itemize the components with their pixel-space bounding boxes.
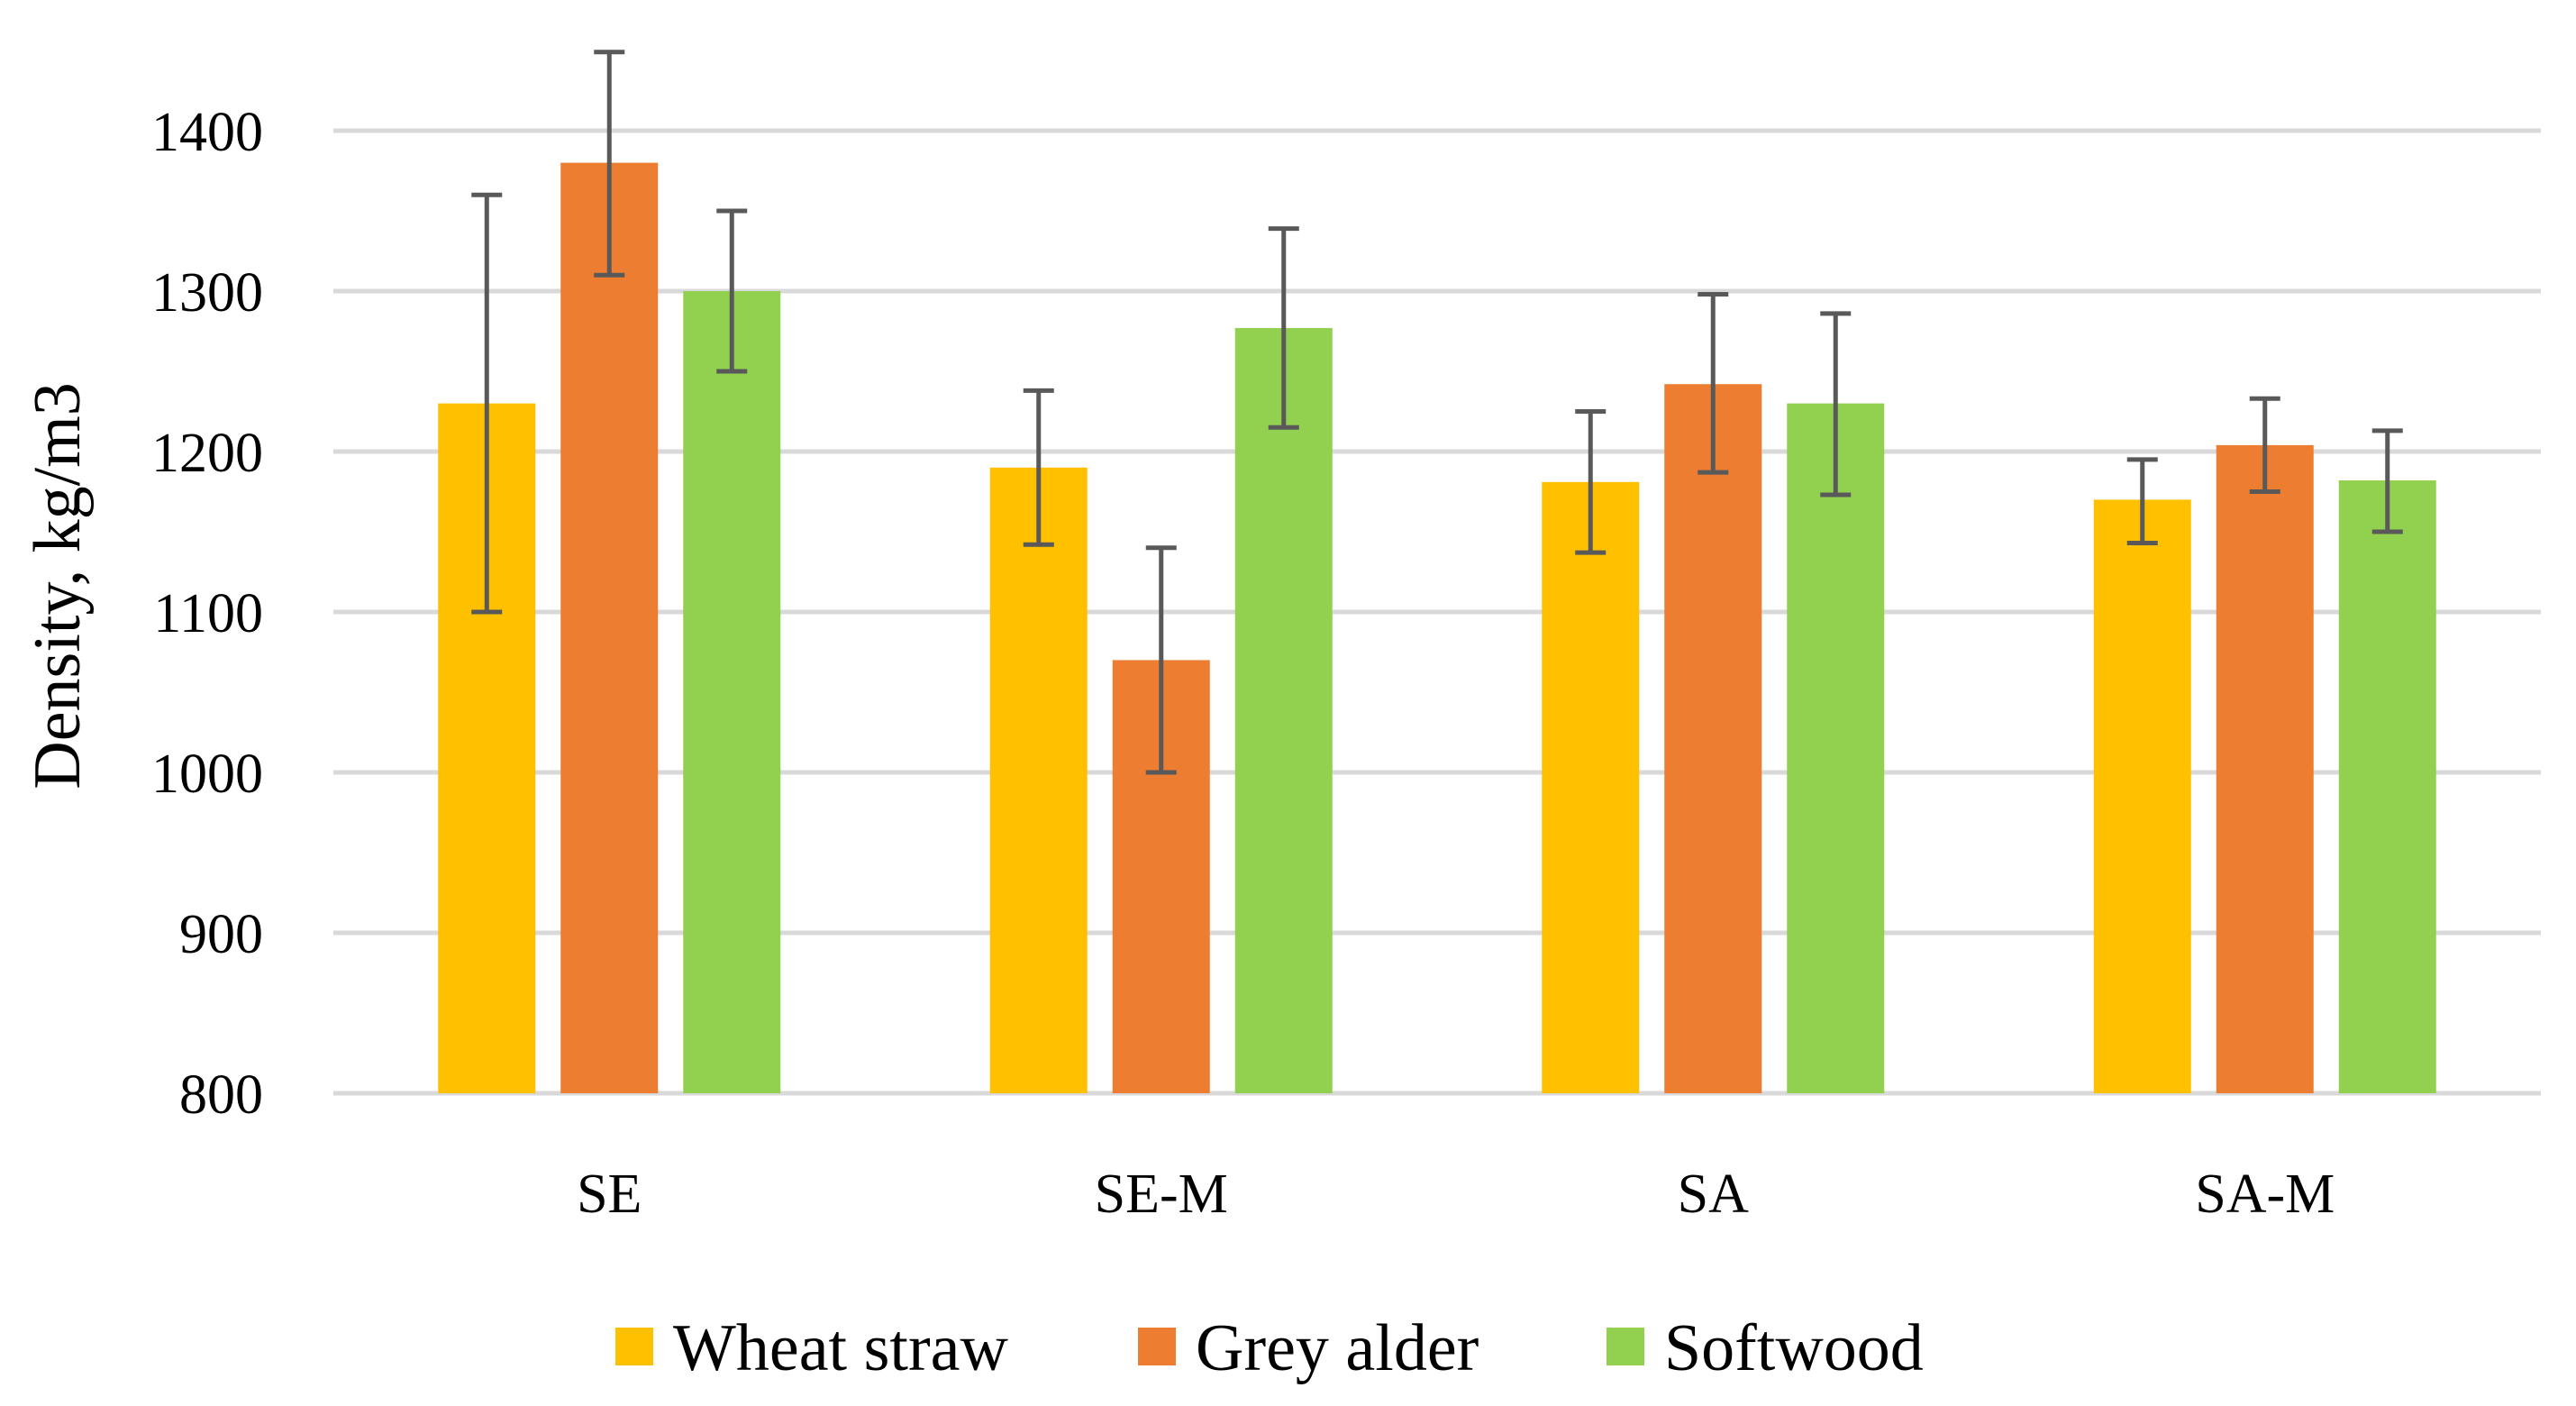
x-category-label: SA (1678, 1164, 1749, 1225)
bar (560, 162, 659, 1094)
y-tick-label: 1000 (151, 744, 263, 805)
bar (2093, 499, 2191, 1093)
y-tick-label: 1400 (151, 102, 263, 163)
bars (438, 162, 2436, 1094)
legend-swatch (1138, 1328, 1176, 1365)
legend-label: Grey alder (1196, 1311, 1479, 1385)
legend-swatch (615, 1328, 653, 1365)
y-axis-ticks: 800 900 1000 1100 1200 1300 1400 (151, 102, 263, 1126)
legend-label: Softwood (1664, 1311, 1924, 1385)
bar (1787, 403, 1885, 1094)
y-tick-label: 1300 (151, 262, 263, 324)
x-axis-categories: SE SE-M SA SA-M (577, 1164, 2335, 1225)
x-category-label: SE-M (1095, 1164, 1228, 1225)
bar (1542, 481, 1640, 1093)
error-bars (471, 50, 2403, 775)
bar (1234, 327, 1333, 1093)
gridlines (333, 128, 2541, 1096)
legend-label: Wheat straw (673, 1311, 1008, 1385)
bar (2338, 480, 2436, 1093)
y-axis-title: Density, kg/m3 (21, 382, 95, 790)
x-category-label: SA-M (2195, 1164, 2335, 1225)
y-tick-label: 800 (179, 1064, 263, 1126)
y-tick-label: 900 (179, 904, 263, 965)
bar (1664, 384, 1762, 1093)
x-category-label: SE (577, 1164, 642, 1225)
y-tick-label: 1200 (151, 423, 263, 484)
y-tick-label: 1100 (153, 583, 263, 644)
bar (683, 291, 781, 1093)
legend-swatch (1607, 1328, 1644, 1365)
bar (989, 467, 1088, 1093)
legend: Wheat straw Grey alder Softwood (615, 1311, 1924, 1385)
bar (2216, 444, 2314, 1093)
